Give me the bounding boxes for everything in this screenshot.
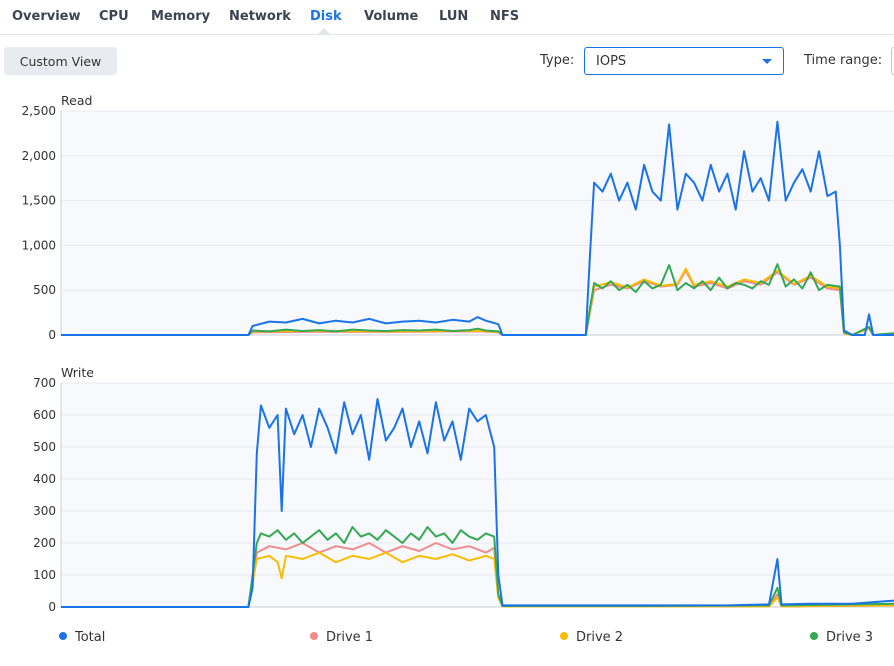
chevron-down-icon xyxy=(762,59,772,64)
legend-drive-2-label: Drive 2 xyxy=(576,630,624,645)
read-chart: 0 500 1,000 1,500 2,000 2,500 xyxy=(22,105,894,342)
legend-total[interactable]: Total xyxy=(59,630,105,645)
time-range-select[interactable] xyxy=(891,47,894,75)
y-tick-label: 500 xyxy=(33,283,56,297)
y-tick-label: 600 xyxy=(33,408,56,422)
plot-area xyxy=(61,111,894,335)
write-chart-title: Write xyxy=(61,365,95,380)
tab-nfs[interactable]: NFS xyxy=(490,9,520,24)
y-tick-label: 400 xyxy=(33,472,56,486)
y-tick-label: 200 xyxy=(33,536,56,550)
plot-area xyxy=(61,383,894,607)
legend-drive-2[interactable]: Drive 2 xyxy=(560,630,623,645)
y-tick-label: 300 xyxy=(33,504,56,518)
tab-cpu[interactable]: CPU xyxy=(99,9,129,24)
series-line-drive-3 xyxy=(61,526,894,608)
drive-3-dot-icon xyxy=(810,632,818,640)
y-tick-label: 0 xyxy=(48,600,56,614)
y-tick-label: 1,000 xyxy=(22,238,56,252)
legend-drive-1-label: Drive 1 xyxy=(326,630,374,645)
y-tick-label: 2,000 xyxy=(22,149,56,163)
y-tick-label: 0 xyxy=(48,328,56,342)
y-tick-label: 700 xyxy=(33,377,56,390)
tab-memory[interactable]: Memory xyxy=(151,9,211,24)
drive-2-dot-icon xyxy=(560,632,568,640)
legend-drive-1[interactable]: Drive 1 xyxy=(310,630,373,645)
time-range-label: Time range: xyxy=(804,53,883,68)
total-dot-icon xyxy=(59,632,67,640)
custom-view-button[interactable]: Custom View xyxy=(4,47,117,75)
write-chart: 0 100 200 300 400 500 600 700 xyxy=(33,377,894,614)
legend-total-label: Total xyxy=(75,630,106,645)
legend-drive-3-label: Drive 3 xyxy=(826,630,874,645)
type-select-value: IOPS xyxy=(596,54,627,69)
legend-drive-3[interactable]: Drive 3 xyxy=(810,630,873,645)
y-tick-label: 2,500 xyxy=(22,105,56,118)
tab-volume[interactable]: Volume xyxy=(364,9,419,24)
type-label: Type: xyxy=(540,53,575,68)
series-line-total xyxy=(61,398,894,608)
type-select[interactable]: IOPS xyxy=(584,47,784,75)
series-line-drive-3 xyxy=(61,263,894,336)
y-tick-label: 500 xyxy=(33,440,56,454)
y-tick-label: 100 xyxy=(33,568,56,582)
series-line-total xyxy=(61,120,894,336)
tab-network[interactable]: Network xyxy=(229,9,291,24)
tab-bar: Overview CPU Memory Network Disk Volume … xyxy=(0,0,894,35)
tab-lun[interactable]: LUN xyxy=(439,9,469,24)
drive-1-dot-icon xyxy=(310,632,318,640)
read-chart-title: Read xyxy=(61,93,93,108)
active-tab-indicator xyxy=(318,28,330,34)
y-tick-label: 1,500 xyxy=(22,194,56,208)
tab-disk[interactable]: Disk xyxy=(310,9,342,24)
tab-overview[interactable]: Overview xyxy=(12,9,81,24)
